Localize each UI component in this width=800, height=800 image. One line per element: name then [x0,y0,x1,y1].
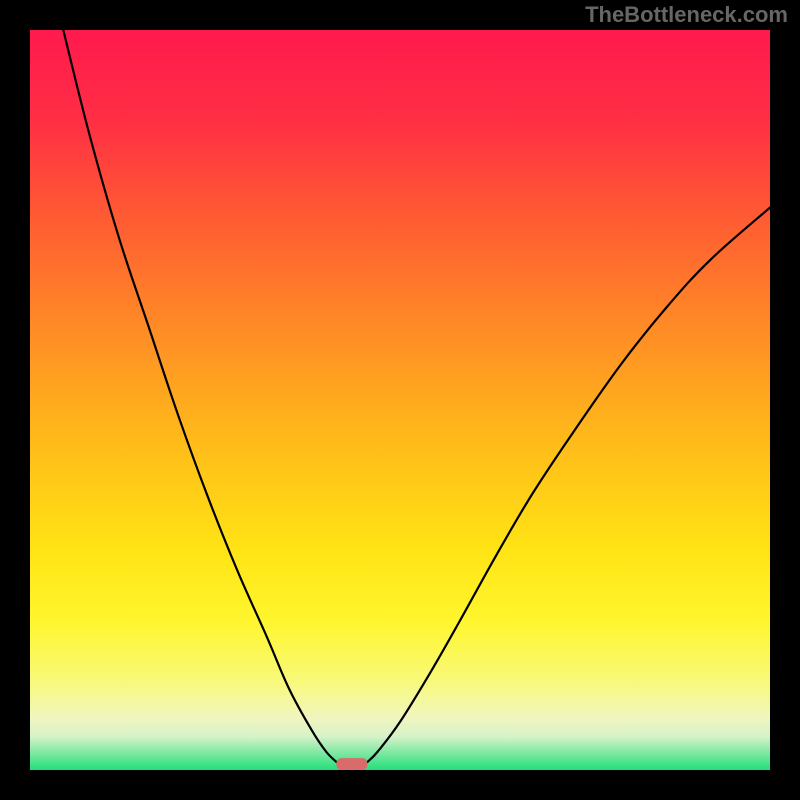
bottleneck-chart [0,0,800,800]
bottom-marker [336,758,367,770]
chart-container: TheBottleneck.com [0,0,800,800]
plot-area-gradient [30,30,770,770]
watermark-text: TheBottleneck.com [585,2,788,28]
